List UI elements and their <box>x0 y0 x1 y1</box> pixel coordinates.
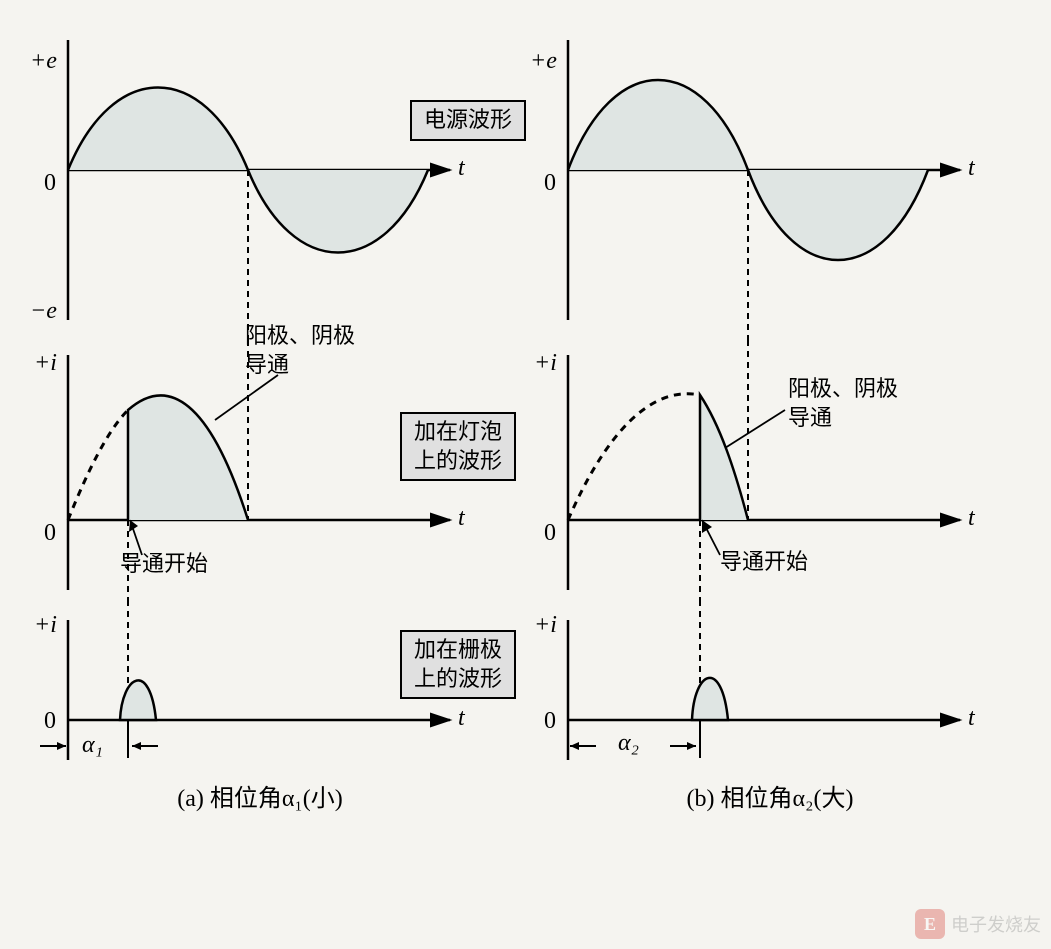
label-plus-i-a3: +i <box>34 612 57 639</box>
ann-conduction-b: 阳极、阴极 导通 <box>788 375 898 432</box>
label-t-b3: t <box>968 705 975 732</box>
label-plus-i-a2: +i <box>34 350 57 377</box>
label-plus-i-b3: +i <box>534 612 557 639</box>
label-t-b1: t <box>968 155 975 182</box>
label-zero-b2: 0 <box>544 520 556 547</box>
box-lamp: 加在灯泡上的波形 <box>400 412 516 481</box>
label-plus-e-b: +e <box>530 48 557 75</box>
column-b: +e 0 t +i 0 <box>510 20 1030 813</box>
label-t-b2: t <box>968 505 975 532</box>
label-t-a3: t <box>458 705 465 732</box>
ann-trigger-a: 导通开始 <box>120 550 208 579</box>
source-wave-b <box>510 20 980 340</box>
label-zero-b1: 0 <box>544 170 556 197</box>
label-zero-a1: 0 <box>44 170 56 197</box>
gate-wave-b <box>510 600 980 770</box>
label-zero-a2: 0 <box>44 520 56 547</box>
label-zero-a3: 0 <box>44 708 56 735</box>
label-plus-i-b2: +i <box>534 350 557 377</box>
watermark-icon: E <box>915 909 945 939</box>
label-zero-b3: 0 <box>544 708 556 735</box>
label-t-a2: t <box>458 505 465 532</box>
box-source: 电源波形 <box>410 100 526 141</box>
panel-b-lamp: +i 0 t 阳极、阴极 导通 导通开始 <box>510 340 1030 600</box>
watermark-text: 电子发烧友 <box>951 911 1041 937</box>
ann-conduction-a: 阳极、阴极 导通 <box>245 322 355 379</box>
box-gate: 加在栅极上的波形 <box>400 630 516 699</box>
panel-b-source: +e 0 t <box>510 20 1030 340</box>
label-alpha1: α₁ <box>82 732 103 759</box>
caption-a: (a) 相位角α₁(小) <box>10 778 510 813</box>
ann-trigger-b: 导通开始 <box>720 548 808 577</box>
label-plus-e: +e <box>30 48 57 75</box>
label-minus-e: −e <box>30 298 57 325</box>
panel-a-source: +e −e 0 t <box>10 20 510 340</box>
panel-b-gate: +i 0 t α₂ <box>510 600 1030 770</box>
label-t-a1: t <box>458 155 465 182</box>
watermark: E 电子发烧友 <box>915 909 1041 939</box>
label-alpha2: α₂ <box>618 730 639 757</box>
caption-b: (b) 相位角α₂(大) <box>510 778 1030 813</box>
source-wave-a <box>10 20 470 340</box>
